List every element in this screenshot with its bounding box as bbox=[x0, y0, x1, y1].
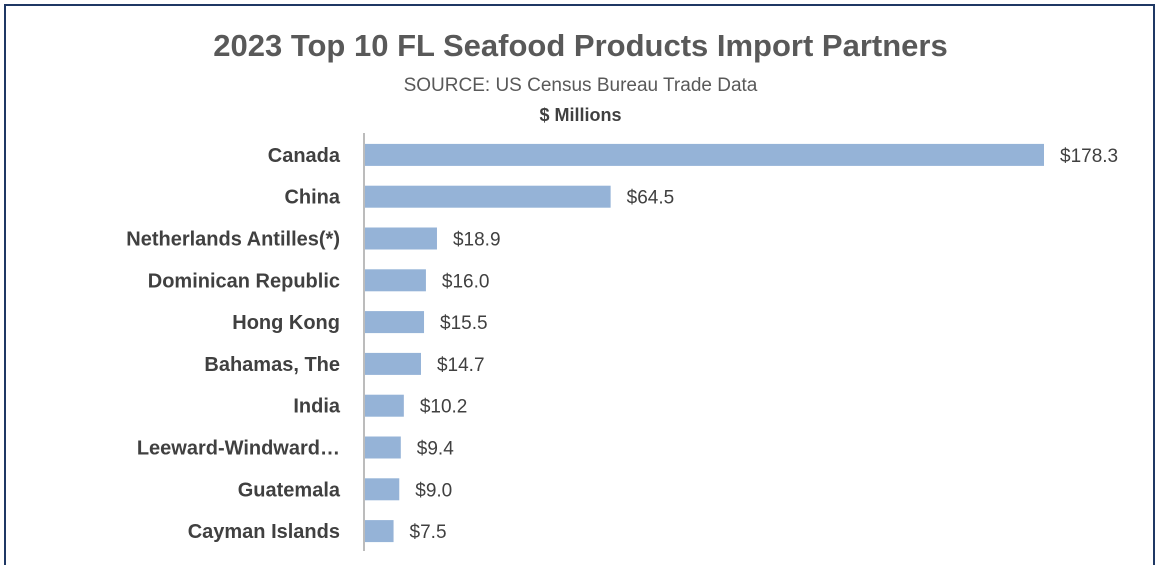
category-label-4: Hong Kong bbox=[232, 312, 340, 334]
bar-0 bbox=[365, 143, 1044, 166]
bar-1 bbox=[365, 185, 611, 208]
value-label-1: $64.5 bbox=[627, 188, 675, 209]
value-label-9: $7.5 bbox=[410, 522, 447, 543]
category-label-0: Canada bbox=[268, 145, 341, 167]
bars-group: Canada $178.3 China $64.5 Netherlands Antill… bbox=[126, 143, 1118, 543]
category-label-7: Leeward-Windward… bbox=[137, 438, 340, 460]
category-label-2: Netherlands Antilles(*) bbox=[126, 229, 340, 251]
category-label-9: Cayman Islands bbox=[188, 521, 340, 543]
chart-units-label: $ Millions bbox=[539, 105, 622, 125]
chart-title: 2023 Top 10 FL Seafood Products Import P… bbox=[213, 28, 948, 63]
bar-8 bbox=[365, 478, 400, 501]
bar-2 bbox=[365, 227, 437, 250]
value-label-0: $178.3 bbox=[1060, 146, 1118, 167]
bar-3 bbox=[365, 269, 426, 292]
category-label-3: Dominican Republic bbox=[148, 270, 340, 292]
category-label-8: Guatemala bbox=[238, 479, 341, 501]
value-label-2: $18.9 bbox=[453, 230, 501, 251]
value-label-5: $14.7 bbox=[437, 355, 485, 376]
category-label-6: India bbox=[293, 396, 341, 418]
bar-9 bbox=[365, 520, 394, 543]
category-label-5: Bahamas, The bbox=[204, 354, 340, 376]
bar-5 bbox=[365, 352, 421, 375]
bar-4 bbox=[365, 311, 425, 334]
value-label-7: $9.4 bbox=[417, 439, 454, 460]
value-label-8: $9.0 bbox=[415, 480, 452, 501]
bar-7 bbox=[365, 436, 401, 459]
bar-6 bbox=[365, 394, 404, 417]
chart-frame bbox=[4, 4, 1155, 565]
chart-subtitle: SOURCE: US Census Bureau Trade Data bbox=[403, 75, 758, 96]
category-label-1: China bbox=[284, 187, 340, 209]
value-label-6: $10.2 bbox=[420, 397, 468, 418]
value-label-3: $16.0 bbox=[442, 271, 490, 292]
value-label-4: $15.5 bbox=[440, 313, 488, 334]
